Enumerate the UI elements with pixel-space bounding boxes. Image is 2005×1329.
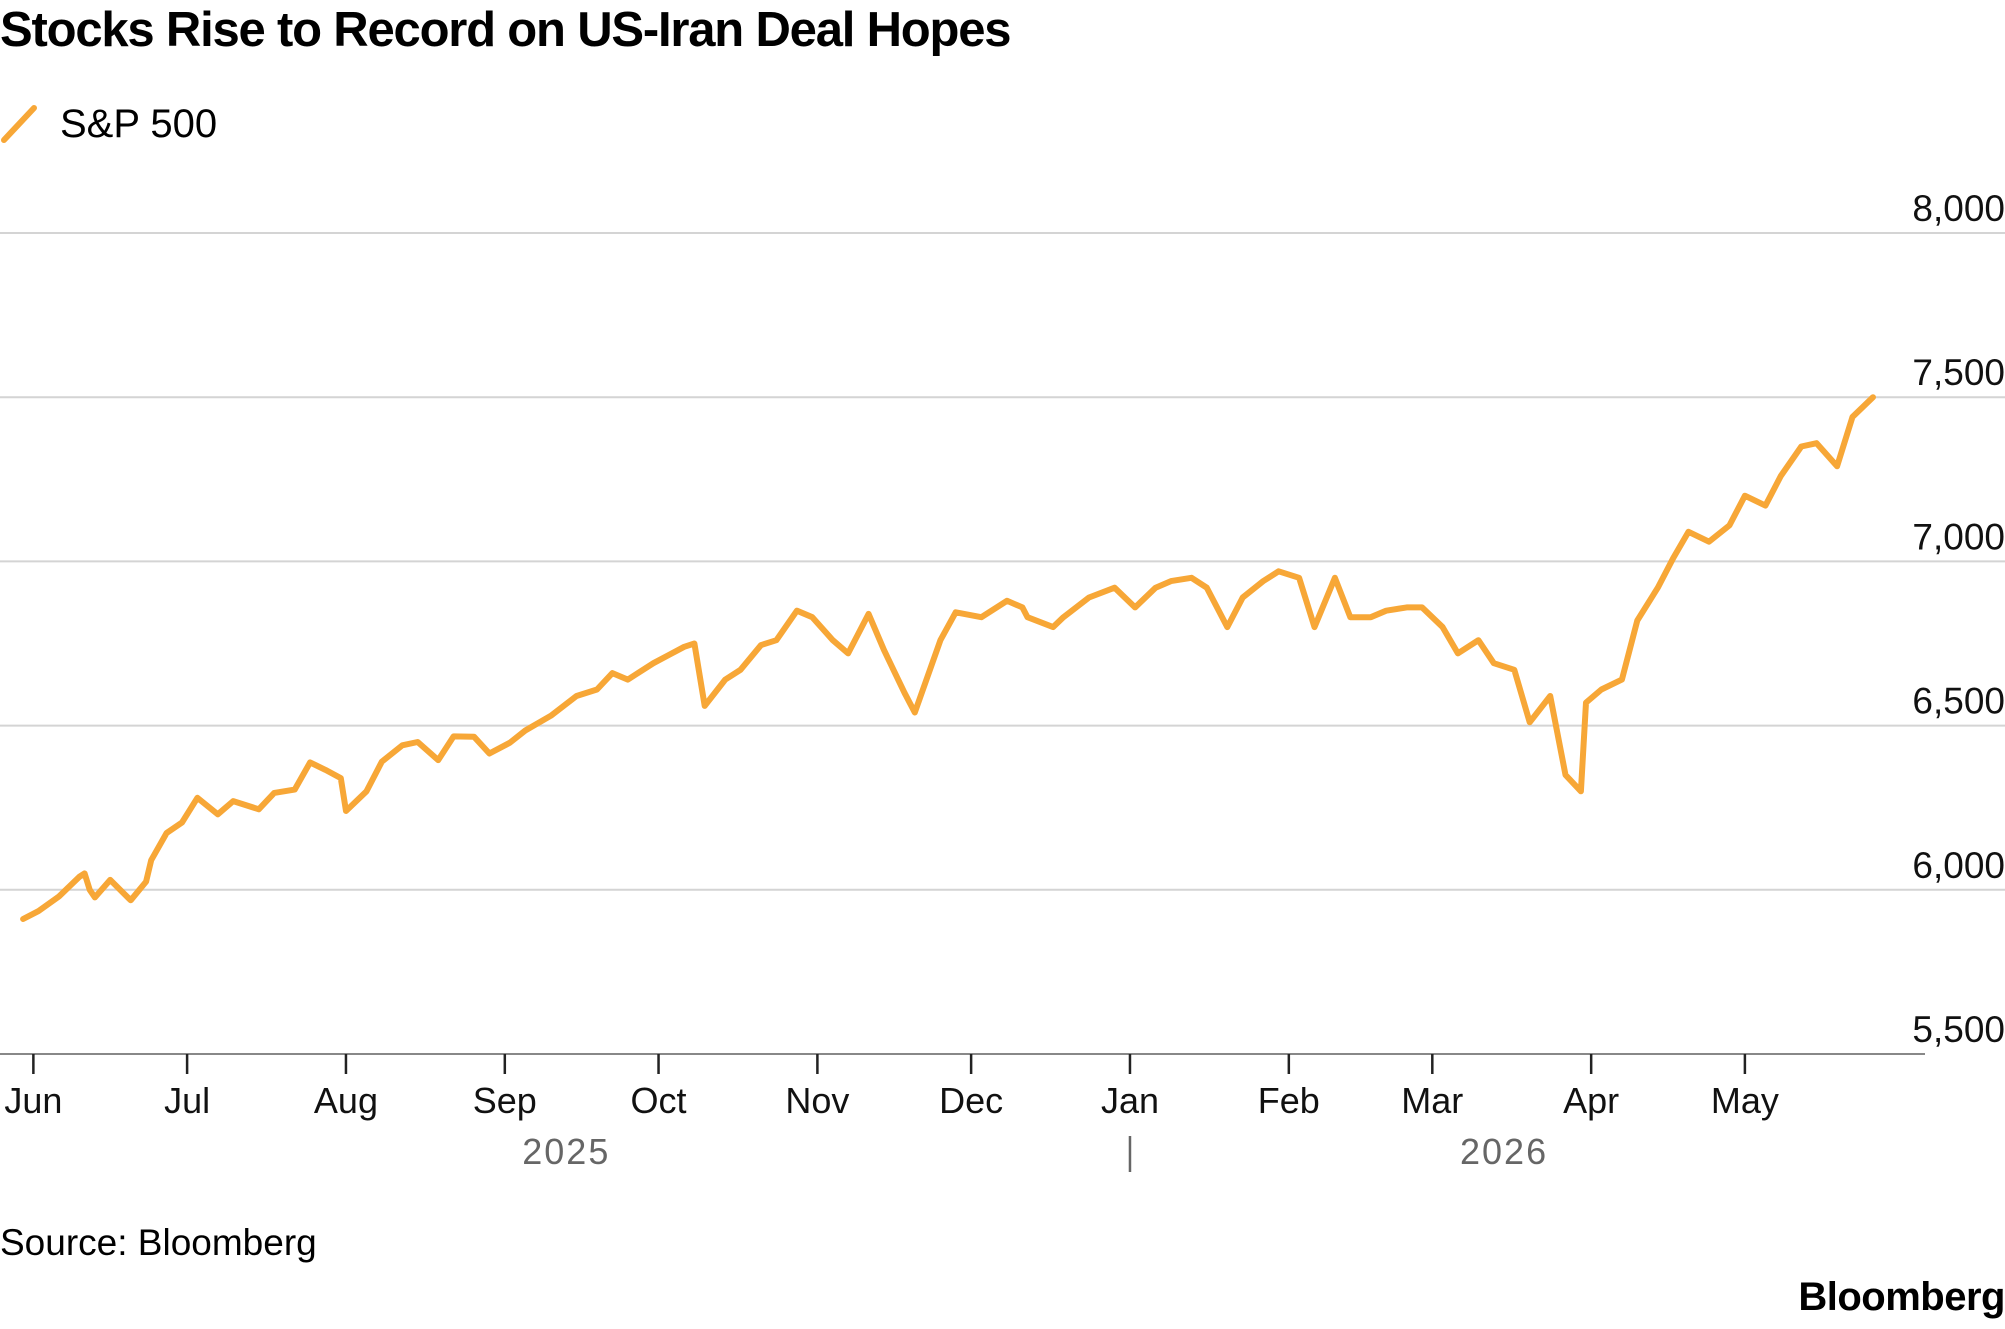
legend-label: S&P 500 [60, 101, 218, 146]
x-tick-label: Apr [1563, 1080, 1619, 1121]
chart-title: Stocks Rise to Record on US-Iran Deal Ho… [0, 3, 1012, 57]
y-tick-label: 6,000 [1912, 845, 2005, 886]
series-line-sp500 [20, 394, 1876, 922]
x-tick-label: Jun [4, 1080, 62, 1121]
x-tick-label: Jan [1101, 1080, 1159, 1121]
legend: S&P 500 [0, 98, 217, 150]
x-tick-label: Oct [631, 1080, 687, 1121]
x-tick-label: Jul [164, 1080, 210, 1121]
series-layer [20, 394, 1876, 922]
y-tick-label: 7,000 [1912, 516, 2005, 557]
x-tick-label: Sep [473, 1080, 537, 1121]
legend-swatch-icon [1, 105, 37, 143]
x-tick-label: Nov [785, 1080, 849, 1121]
x-tick-label: Feb [1258, 1080, 1320, 1121]
gridlines: 8,000 7,500 7,000 6,500 6,000 5,500 [0, 188, 2005, 1050]
source-note: Source: Bloomberg [0, 1222, 317, 1263]
x-tick-label: Mar [1401, 1080, 1463, 1121]
x-tick-label: May [1711, 1080, 1779, 1121]
year-label: 2025 [522, 1131, 610, 1172]
bloomberg-logo: Bloomberg [1798, 1275, 2005, 1319]
y-tick-label: 8,000 [1912, 188, 2005, 229]
legend-swatch-line [1, 105, 37, 143]
x-tick-label: Aug [314, 1080, 378, 1121]
y-tick-label: 6,500 [1912, 681, 2005, 722]
y-tick-label: 7,500 [1912, 352, 2005, 393]
x-tick-label: Dec [939, 1080, 1003, 1121]
y-tick-label: 5,500 [1912, 1009, 2005, 1050]
year-label: 2026 [1460, 1131, 1548, 1172]
x-axis: Jun Jul Aug Sep Oct Nov Dec Jan Feb Mar Apr May 2025… [0, 1053, 1925, 1172]
